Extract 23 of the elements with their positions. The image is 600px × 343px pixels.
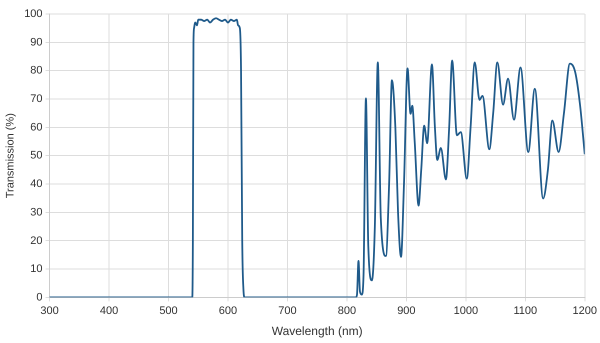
y-tick-label: 70: [30, 93, 43, 106]
x-tick-label: 1200: [572, 305, 598, 318]
x-axis-title: Wavelength (nm): [272, 324, 363, 338]
y-tick-label: 40: [30, 178, 43, 190]
y-tick-label: 50: [30, 150, 43, 162]
y-tick-label: 90: [30, 36, 43, 48]
x-tick-label: 1000: [454, 305, 478, 318]
y-axis-title: Transmission (%): [4, 113, 17, 198]
y-tick-label: 80: [30, 64, 43, 77]
x-tick-label: 300: [40, 305, 59, 318]
x-tick-label: 600: [218, 305, 238, 318]
x-tick-label: 400: [100, 305, 118, 318]
y-tick-label: 0: [36, 291, 43, 304]
x-tick-label: 1100: [513, 305, 538, 318]
y-tick-label: 100: [24, 8, 43, 20]
x-tick-label: 500: [159, 305, 178, 318]
y-tick-label: 30: [30, 206, 43, 218]
x-tick-label: 800: [338, 305, 356, 318]
x-tick-label: 700: [278, 305, 297, 318]
y-tick-label: 10: [30, 263, 43, 276]
x-tick-label: 900: [397, 305, 416, 318]
y-tick-label: 20: [30, 234, 43, 247]
y-tick-label: 60: [30, 121, 43, 134]
